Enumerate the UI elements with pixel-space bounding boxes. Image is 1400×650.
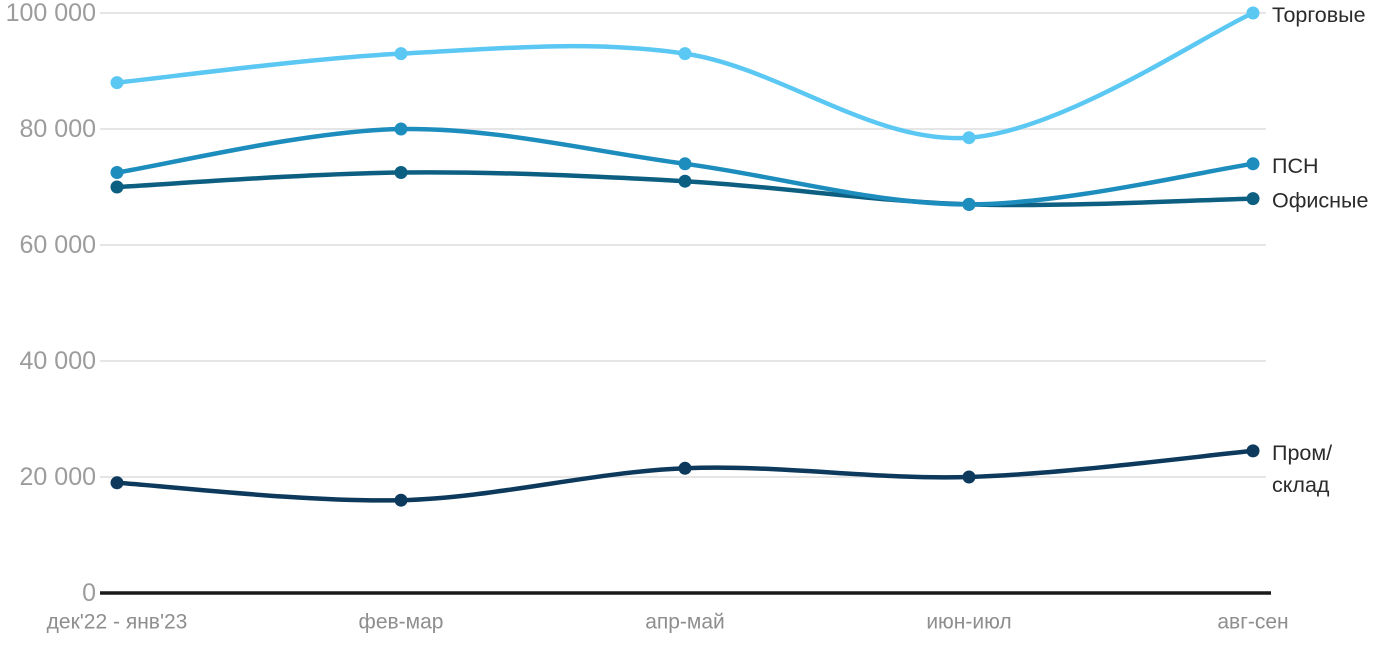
series-point-Пром/склад-1[interactable] [394,493,408,507]
series-point-Торговые-1[interactable] [394,47,408,61]
x-tick-label-0: дек'22 - янв'23 [47,611,188,634]
series-point-ПСН-3[interactable] [962,197,976,211]
series-line-Пром/склад [114,448,1256,503]
series-line-Торговые [114,10,1256,141]
series-point-ПСН-4[interactable] [1246,157,1260,171]
series-label-Офисные: Офисные [1272,189,1368,213]
series-label-Пром/склад-line1: Пром/ [1272,441,1332,465]
series-point-ПСН-0[interactable] [110,166,124,179]
x-tick-label-2: апр-май [645,611,725,634]
series-label-Пром/склад-line2: склад [1272,473,1330,497]
y-tick-label-100000: 100 000 [6,0,96,27]
y-tick-label-20000: 20 000 [20,463,96,491]
series-point-Пром/склад-4[interactable] [1246,444,1260,458]
series-point-Офисные-0[interactable] [110,180,124,194]
y-tick-label-80000: 80 000 [20,115,96,143]
series-point-Офисные-1[interactable] [394,166,408,179]
series-point-Пром/склад-2[interactable] [678,461,692,475]
series-point-ПСН-2[interactable] [678,157,692,171]
series-point-Торговые-2[interactable] [678,47,692,61]
series-label-ПСН: ПСН [1272,154,1319,178]
y-tick-label-0: 0 [82,579,96,607]
series-point-ПСН-1[interactable] [394,122,408,136]
series-label-Торговые: Торговые [1272,3,1366,27]
y-tick-label-40000: 40 000 [20,347,96,375]
series-point-Торговые-3[interactable] [962,131,976,145]
x-tick-label-4: авг-сен [1217,611,1288,634]
series-point-Офисные-4[interactable] [1246,192,1260,206]
series-point-Торговые-0[interactable] [110,76,124,90]
y-tick-label-60000: 60 000 [20,231,96,259]
series-point-Офисные-2[interactable] [678,174,692,188]
series-point-Пром/склад-0[interactable] [110,476,124,490]
series-point-Торговые-4[interactable] [1246,6,1260,20]
x-tick-label-3: июн-июл [926,611,1011,634]
x-tick-label-1: фев-мар [359,611,444,634]
series-point-Пром/склад-3[interactable] [962,470,976,484]
